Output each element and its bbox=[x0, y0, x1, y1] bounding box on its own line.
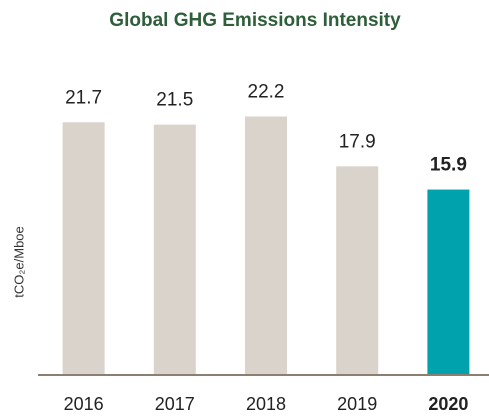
chart-title: Global GHG Emissions Intensity bbox=[109, 10, 401, 31]
bar bbox=[153, 124, 196, 374]
value-label: 17.9 bbox=[339, 131, 376, 152]
x-tick-label: 2019 bbox=[337, 394, 377, 414]
bar bbox=[62, 122, 105, 374]
value-label: 22.2 bbox=[248, 81, 285, 102]
y-axis-label: tCO₂e/Mboe bbox=[11, 226, 26, 298]
value-label: 21.5 bbox=[156, 90, 193, 111]
value-label: 21.7 bbox=[65, 87, 102, 108]
x-tick-label: 2016 bbox=[64, 394, 104, 414]
x-tick-label: 2020 bbox=[428, 394, 468, 414]
bar bbox=[427, 189, 470, 374]
x-tick-label: 2018 bbox=[246, 394, 286, 414]
x-tick-label: 2017 bbox=[155, 394, 195, 414]
bar bbox=[245, 116, 287, 374]
value-label: 15.9 bbox=[430, 155, 467, 176]
bar bbox=[336, 166, 379, 374]
